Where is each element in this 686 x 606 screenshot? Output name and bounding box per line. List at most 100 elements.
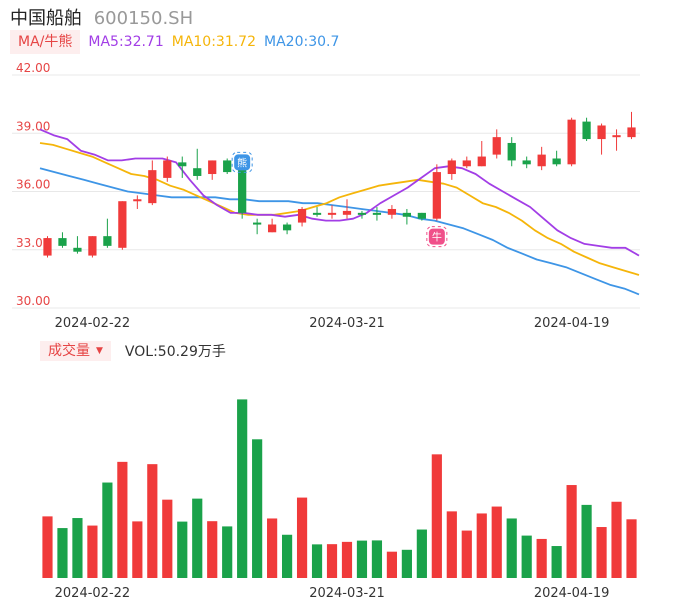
candle-body [253,222,262,225]
stock-title: 中国船舶 600150.SH [10,4,193,30]
volume-bar [611,501,622,578]
candle-up [432,164,441,221]
candle-body [342,210,352,215]
ma-indicator-tab[interactable]: MA/牛熊 [10,30,81,54]
candle-up [133,195,142,209]
candle-down [193,148,202,180]
candle-body [73,247,82,252]
candle-body [402,212,412,217]
candle-down [552,150,561,167]
volume-bar [192,498,203,578]
candle-body [492,137,501,155]
candle-up [327,205,337,219]
volume-bar [267,518,278,578]
volume-value: VOL:50.29万手 [124,344,226,360]
volume-bar [222,526,233,578]
volume-legend-bar: 成交量 ▼ VOL:50.29万手 [40,341,226,361]
candle-down [253,218,262,235]
y-tick-label: 30.00 [16,294,50,308]
candle-up [447,158,456,180]
candle-body [312,212,322,215]
volume-bar [296,497,308,578]
volume-bar [626,519,637,578]
bear-marker-badge [234,154,251,171]
candle-body [627,127,636,138]
volume-bar [281,534,293,578]
volume-bar [117,461,128,578]
candle-down [402,208,412,225]
caret-down-icon: ▼ [96,346,103,356]
stock-code: 600150.SH [93,8,194,29]
candle-down [223,158,232,175]
volume-bar [252,439,263,578]
volume-x-tick-label: 2024-02-22 [55,586,131,601]
volume-tab-label: 成交量 [48,343,90,359]
candle-up [492,129,501,159]
ma-legend-bar: MA/牛熊 MA5:32.71 MA10:31.72 MA20:30.7 [10,30,339,54]
candle-body [417,212,426,219]
candle-body [148,170,157,204]
volume-bar [521,535,532,578]
volume-bar [551,546,562,578]
candle-down [507,137,516,167]
volume-bar [476,513,487,578]
candle-body [507,142,516,161]
candle-body [267,224,277,233]
volume-bar [207,521,218,578]
bull-marker-badge [428,228,445,245]
x-tick-label: 2024-02-22 [55,316,131,331]
ma20-line [39,167,640,296]
volume-bar [237,399,248,578]
volume-bar [177,521,188,578]
candle-down [58,232,67,248]
x-tick-label: 2024-04-19 [534,316,610,331]
x-tick-label: 2024-03-21 [309,316,385,331]
y-tick-label: 42.00 [16,61,50,75]
candle-body [462,160,471,167]
volume-bar [57,528,68,578]
candle-up [537,146,546,171]
volume-bar [566,485,577,578]
volume-indicator-tab[interactable]: 成交量 ▼ [40,341,111,361]
candle-up [118,201,127,250]
ma5-legend: MA5:32.71 [88,34,164,50]
volume-bar [371,540,383,578]
candle-up [612,129,621,151]
candle-body [582,121,591,140]
candle-up [148,160,157,206]
candle-body [597,125,606,140]
candle-up [477,141,486,167]
ma10-line [39,142,640,276]
volume-x-tick-label: 2024-04-19 [534,586,610,601]
candle-body [282,224,292,231]
candle-down [178,156,187,178]
candle-up [88,236,97,258]
candle-down [357,210,367,219]
candle-down [238,164,247,219]
volume-bar [132,521,143,578]
volume-bar [42,516,53,578]
candle-body [387,208,397,215]
volume-bar [162,499,173,578]
bear-marker: 熊 [231,151,253,173]
candle-down [522,156,531,169]
ma20-legend: MA20:30.7 [264,34,340,50]
candle-body [133,199,142,202]
stock-name: 中国船舶 [10,8,82,29]
candle-up [462,156,471,169]
candle-body [477,156,486,167]
candle-down [103,218,112,248]
candle-down [73,236,82,254]
ma10-legend: MA10:31.72 [171,34,257,50]
candle-body [432,172,441,219]
candle-down [312,207,322,217]
candle-body [522,160,531,165]
candle-body [103,236,112,246]
volume-bar [446,511,457,578]
volume-bar [326,544,338,578]
ma5-line [39,128,640,257]
candle-up [567,117,576,167]
candle-body [178,162,187,167]
candle-body [208,160,217,175]
